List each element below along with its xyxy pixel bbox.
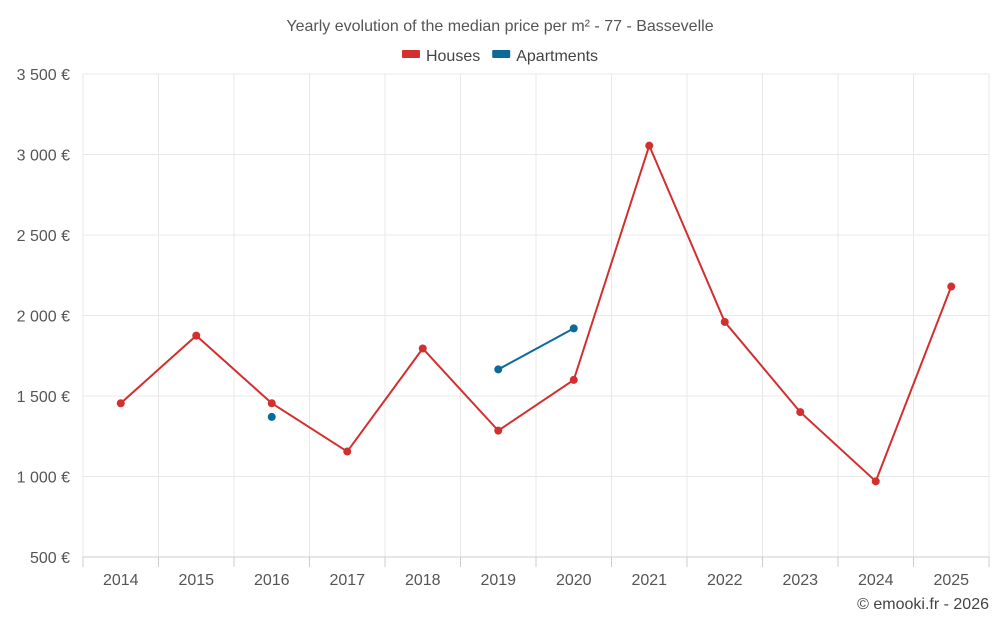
houses-point[interactable] <box>720 317 729 326</box>
grid <box>82 73 990 557</box>
apartments-series-line <box>497 327 575 371</box>
houses-point[interactable] <box>494 426 503 435</box>
houses-point[interactable] <box>645 141 654 150</box>
y-tick-label: 1 000 € <box>17 470 70 487</box>
x-tick-label: 2016 <box>254 572 290 589</box>
houses-point[interactable] <box>947 282 956 291</box>
houses-point[interactable] <box>267 399 276 408</box>
apartments-point[interactable] <box>267 412 276 421</box>
y-tick-label: 2 000 € <box>17 309 70 326</box>
axes: 500 € 1 000 € 1 500 € 2 000 € 2 500 € 3 000 €… <box>17 67 990 589</box>
credit-text: © emooki.fr - 2026 <box>857 596 989 613</box>
y-tick-label: 500 € <box>30 550 70 567</box>
legend-label: Apartments <box>516 48 598 65</box>
x-tick-label: 2024 <box>858 572 894 589</box>
houses-point[interactable] <box>871 477 880 486</box>
houses-series-line <box>120 142 953 484</box>
legend-label: Houses <box>426 48 480 65</box>
apartments-point[interactable] <box>494 365 503 374</box>
houses-point[interactable] <box>796 408 805 417</box>
x-tick-label: 2025 <box>933 572 969 589</box>
houses-point[interactable] <box>343 447 352 456</box>
x-tick-label: 2017 <box>329 572 365 589</box>
legend-swatch <box>401 50 420 58</box>
y-tick-label: 2 500 € <box>17 228 70 245</box>
legend-item-houses[interactable]: Houses <box>401 48 480 65</box>
legend-item-apartments[interactable]: Apartments <box>492 48 598 65</box>
x-tick-label: 2021 <box>631 572 667 589</box>
x-tick-label: 2015 <box>178 572 214 589</box>
chart-title: Yearly evolution of the median price per… <box>286 18 713 35</box>
houses-point[interactable] <box>569 375 578 384</box>
legend-swatch <box>492 50 511 58</box>
legend: Houses Apartments <box>401 48 598 65</box>
y-tick-label: 1 500 € <box>17 389 70 406</box>
x-tick-label: 2023 <box>782 572 818 589</box>
x-tick-label: 2020 <box>556 572 592 589</box>
x-tick-label: 2019 <box>480 572 516 589</box>
x-tick-label: 2018 <box>405 572 441 589</box>
y-tick-label: 3 000 € <box>17 148 70 165</box>
houses-point[interactable] <box>192 331 201 340</box>
x-tick-label: 2014 <box>103 572 139 589</box>
apartments-point[interactable] <box>569 324 578 333</box>
series-layer <box>116 141 956 486</box>
x-tick-label: 2022 <box>707 572 743 589</box>
houses-point[interactable] <box>116 399 125 408</box>
houses-point[interactable] <box>418 344 427 353</box>
y-tick-label: 3 500 € <box>17 67 70 84</box>
